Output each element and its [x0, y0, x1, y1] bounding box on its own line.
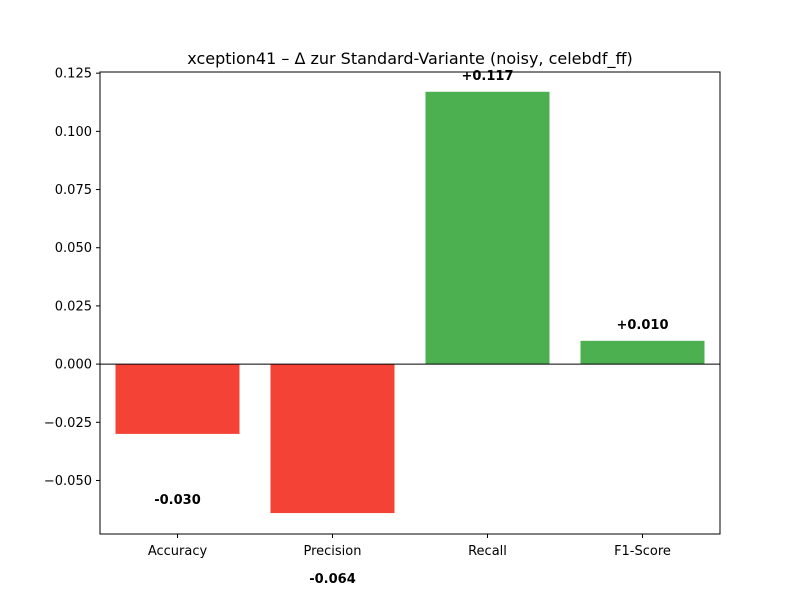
data-label-accuracy: -0.030	[154, 493, 201, 508]
x-tick-label-precision: Precision	[303, 544, 361, 559]
x-tick-label-recall: Recall	[468, 544, 507, 559]
bars-group	[115, 91, 705, 514]
data-labels-group: -0.030 -0.064 +0.117 +0.010	[154, 69, 668, 587]
x-tick-label-accuracy: Accuracy	[148, 544, 208, 559]
y-tick-label: 0.000	[55, 358, 92, 373]
x-tick-label-f1-score: F1-Score	[614, 544, 671, 559]
y-tick-label: −0.050	[44, 474, 92, 489]
data-label-precision: -0.064	[309, 572, 356, 587]
y-tick-label: −0.025	[44, 416, 92, 431]
data-label-f1-score: +0.010	[616, 318, 668, 333]
y-tick-label: 0.100	[55, 125, 92, 140]
y-axis: −0.050 −0.025 0.000 0.025 0.050 0.075 0.100 0.1…	[44, 67, 100, 489]
data-label-recall: +0.117	[461, 69, 513, 84]
bar-f1-score	[580, 340, 705, 365]
plot-frame	[99, 71, 721, 535]
y-tick-label: 0.025	[55, 299, 92, 314]
x-axis: Accuracy Precision Recall F1-Score	[148, 534, 671, 559]
y-tick-label: 0.050	[55, 241, 92, 256]
bar-accuracy	[115, 364, 240, 434]
y-tick-label: 0.125	[55, 67, 92, 82]
y-tick-label: 0.075	[55, 183, 92, 198]
bar-recall	[425, 91, 550, 365]
bar-precision	[270, 364, 395, 514]
chart-title: xception41 – Δ zur Standard-Variante (no…	[187, 49, 632, 69]
